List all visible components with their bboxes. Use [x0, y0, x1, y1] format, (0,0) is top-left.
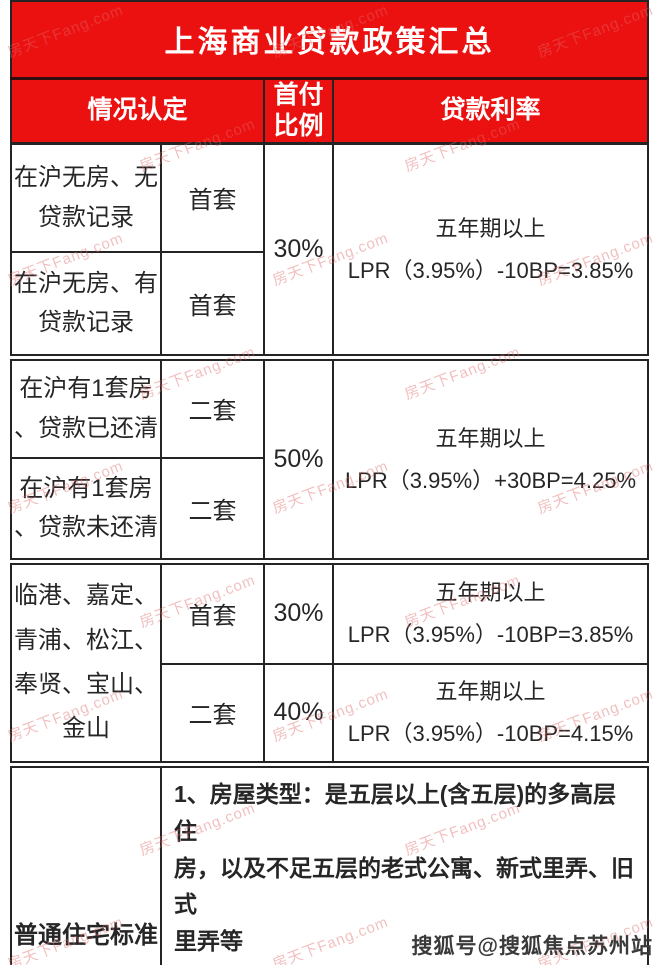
cell-rate-district-second: 五年期以上 LPR（3.95%）-10BP=4.15% — [332, 662, 649, 766]
header-down-payment: 首付 比例 — [263, 76, 334, 145]
cell-standard-housing-label: 普通住宅标准 — [10, 761, 162, 965]
cell-down-payment-group1: 30% — [263, 142, 334, 359]
cell-tier-2: 首套 — [160, 250, 265, 359]
cell-tier-3: 二套 — [160, 354, 265, 459]
cell-tier-4: 二套 — [160, 456, 265, 563]
cell-condition-no-house-has-loan: 在沪无房、有 贷款记录 — [10, 250, 162, 359]
cell-condition-one-house-loan-unpaid: 在沪有1套房 、贷款未还清 — [10, 456, 162, 563]
cell-rate-group2: 五年期以上 LPR（3.95%）+30BP=4.25% — [332, 354, 649, 563]
cell-condition-no-house-no-loan: 在沪无房、无 贷款记录 — [10, 142, 162, 253]
cell-standard-item-1: 1、房屋类型：是五层以上(含五层)的多高层住 房，以及不足五层的老式公寓、新式里… — [160, 760, 649, 965]
cell-down-payment-district-second: 40% — [263, 662, 334, 766]
cell-down-payment-group2: 50% — [263, 354, 334, 563]
cell-tier-1: 首套 — [160, 142, 265, 253]
publisher-stamp: 搜狐号@搜狐焦点苏州站 — [411, 935, 653, 958]
page-title: 上海商业贷款政策汇总 — [10, 0, 649, 79]
cell-condition-one-house-loan-paid: 在沪有1套房 、贷款已还清 — [10, 354, 162, 459]
header-condition: 情况认定 — [10, 76, 265, 145]
cell-down-payment-district-first: 30% — [263, 558, 334, 665]
cell-district-list: 临港、嘉定、 青浦、松江、 奉贤、宝山、 金山 — [10, 558, 162, 766]
cell-tier-5: 首套 — [160, 558, 265, 665]
cell-rate-group1: 五年期以上 LPR（3.95%）-10BP=3.85% — [332, 142, 649, 359]
cell-rate-district-first: 五年期以上 LPR（3.95%）-10BP=3.85% — [332, 558, 649, 665]
loan-policy-table: 上海商业贷款政策汇总 情况认定 首付 比例 贷款利率 在沪无房、无 贷款记录 首… — [10, 0, 649, 965]
header-loan-rate: 贷款利率 — [332, 76, 649, 145]
cell-tier-6: 二套 — [160, 662, 265, 766]
